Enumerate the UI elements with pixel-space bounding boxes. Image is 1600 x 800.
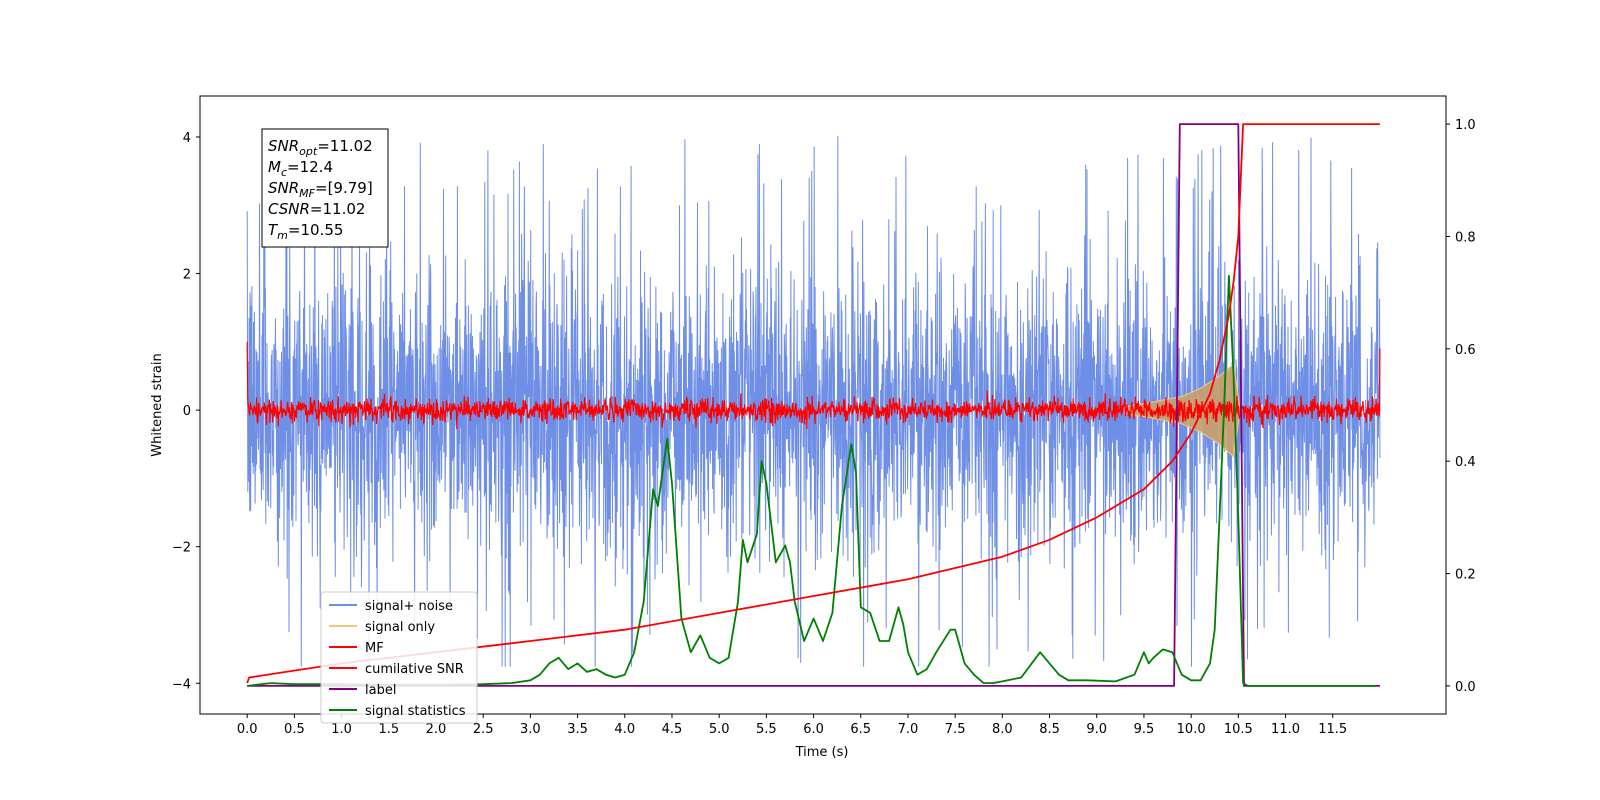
x-tick-label: 0.5 <box>284 722 305 737</box>
x-tick-label: 0.0 <box>237 722 258 737</box>
annotation-line: Mc=12.4 <box>268 158 333 179</box>
legend-entry: signal statistics <box>365 704 466 719</box>
legend-entry: label <box>365 683 396 698</box>
annotation-box-frame <box>261 128 389 248</box>
signal-statistics-line <box>247 274 1376 687</box>
annotation-symbol: CSNR <box>268 200 310 218</box>
y-right-tick-label: 0.4 <box>1455 455 1476 470</box>
y-left-tick-label: 4 <box>183 131 191 146</box>
x-tick-label: 3.0 <box>520 722 541 737</box>
x-axis-label: Time (s) <box>795 745 849 760</box>
legend-entry: MF <box>365 641 384 656</box>
x-tick-label: 8.5 <box>1039 722 1060 737</box>
y-axis-label: Whitened strain <box>150 353 165 456</box>
x-tick-label: 1.5 <box>378 722 399 737</box>
x-tick-label: 2.5 <box>473 722 494 737</box>
x-tick-label: 6.5 <box>850 722 871 737</box>
x-tick-label: 2.0 <box>426 722 447 737</box>
y-axis-left: −4 −2 0 2 4 <box>172 131 200 692</box>
annotation-symbol: SNR <box>268 179 299 197</box>
stats-annotation-box: SNRopt=11.02Mc=12.4SNRMF=[9.79]CSNR=11.0… <box>261 128 389 248</box>
mf-line <box>246 341 1381 430</box>
x-tick-label: 11.5 <box>1318 722 1347 737</box>
annotation-line: Tm=10.55 <box>268 221 343 242</box>
annotation-value: =12.4 <box>287 158 333 176</box>
annotation-symbol: T <box>268 221 279 239</box>
x-tick-label: 4.0 <box>614 722 635 737</box>
x-tick-label: 9.5 <box>1134 722 1155 737</box>
x-tick-label: 8.0 <box>992 722 1013 737</box>
annotation-value: =11.02 <box>317 137 373 155</box>
annotation-line: SNRMF=[9.79] <box>268 179 373 200</box>
x-tick-label: 9.0 <box>1086 722 1107 737</box>
x-tick-label: 10.0 <box>1177 722 1206 737</box>
x-tick-label: 7.0 <box>898 722 919 737</box>
annotation-line: SNRopt=11.02 <box>268 137 373 158</box>
y-right-tick-label: 1.0 <box>1455 118 1476 133</box>
annotation-subscript: m <box>277 229 288 242</box>
x-tick-label: 11.0 <box>1271 722 1300 737</box>
series-layer <box>246 123 1381 687</box>
y-left-tick-label: 0 <box>183 404 191 419</box>
y-left-tick-label: −2 <box>172 541 191 556</box>
cumilative-snr-line <box>246 123 1380 684</box>
x-tick-label: 4.5 <box>662 722 683 737</box>
x-tick-label: 5.5 <box>756 722 777 737</box>
annotation-subscript: MF <box>299 187 315 200</box>
x-tick-label: 3.5 <box>567 722 588 737</box>
annotation-symbol: M <box>268 158 281 176</box>
legend-entry: signal+ noise <box>365 599 453 614</box>
legend-entry: cumilative SNR <box>365 662 464 677</box>
annotation-subscript: c <box>281 166 287 179</box>
x-tick-label: 7.5 <box>945 722 966 737</box>
x-tick-label: 1.0 <box>331 722 352 737</box>
legend-entry: signal only <box>365 620 435 635</box>
annotation-value: =[9.79] <box>315 179 373 197</box>
annotation-value: =11.02 <box>310 200 366 218</box>
y-right-tick-label: 0.6 <box>1455 343 1476 358</box>
y-right-tick-label: 0.2 <box>1455 568 1476 583</box>
y-left-tick-label: 2 <box>183 268 191 283</box>
annotation-value: =10.55 <box>288 221 344 239</box>
annotation-symbol: SNR <box>268 137 299 155</box>
x-tick-label: 6.0 <box>803 722 824 737</box>
annotation-subscript: opt <box>299 145 318 158</box>
y-left-tick-label: −4 <box>172 677 191 692</box>
x-tick-label: 10.5 <box>1224 722 1253 737</box>
legend-frame <box>320 591 478 724</box>
x-axis: 0.0 0.5 1.0 1.5 2.0 2.5 3.0 3.5 4.0 4.5 5.0 5.5 6.0 6… <box>237 714 1347 737</box>
y-axis-right: 0.0 0.2 0.4 0.6 0.8 1.0 <box>1446 118 1476 695</box>
y-right-tick-label: 0.8 <box>1455 230 1476 245</box>
plot-frame <box>199 95 1447 715</box>
legend: signal+ noise signal only MF cumilative SNR… <box>320 591 478 724</box>
y-right-tick-label: 0.0 <box>1455 680 1476 695</box>
x-tick-label: 5.0 <box>709 722 730 737</box>
annotation-line: CSNR=11.02 <box>268 200 365 218</box>
